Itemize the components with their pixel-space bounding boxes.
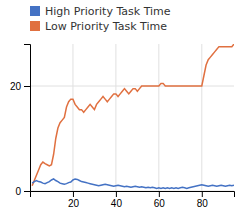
legend-label: High Priority Task Time	[45, 5, 171, 18]
y-axis-tick-label: 20	[10, 81, 22, 92]
x-axis: 20 40 60 80	[31, 191, 235, 209]
x-axis-tick-mark	[73, 191, 74, 197]
grid-line-x	[115, 44, 116, 191]
x-axis-tick-label: 60	[154, 198, 166, 209]
y-axis-tick: 0	[15, 186, 30, 197]
x-axis-tick: 40	[111, 191, 123, 209]
x-axis-tick-mark	[159, 191, 160, 197]
x-axis-tick-mark	[116, 191, 117, 197]
series-line	[32, 44, 234, 186]
x-axis-tick: 60	[154, 191, 166, 209]
grid-line-x	[201, 44, 202, 191]
x-axis-tick-label: 20	[68, 198, 80, 209]
x-axis-tick-label: 40	[111, 198, 123, 209]
x-axis-line	[31, 192, 235, 198]
y-axis: 0 20	[10, 45, 31, 197]
legend-item: Low Priority Task Time	[30, 20, 167, 33]
plot-area	[32, 44, 234, 188]
grid-line-x	[72, 44, 73, 191]
legend-swatch	[30, 21, 40, 31]
grid-line-y	[30, 86, 234, 87]
legend-item: High Priority Task Time	[30, 5, 171, 18]
y-axis-tick-label: 0	[15, 186, 21, 197]
grid	[30, 44, 234, 191]
legend: High Priority Task Time Low Priority Task…	[30, 5, 171, 33]
x-axis-tick: 80	[197, 191, 209, 209]
legend-swatch	[30, 6, 40, 16]
y-axis-tick-mark	[24, 86, 30, 87]
grid-line-x	[158, 44, 159, 191]
x-axis-tick: 20	[68, 191, 80, 209]
x-axis-tick-label: 80	[197, 198, 209, 209]
legend-label: Low Priority Task Time	[45, 20, 167, 33]
y-axis-line	[24, 45, 31, 192]
chart: 20 40 60 80 0 20 High Priority Task Time Low Pr…	[0, 0, 246, 215]
series-line	[32, 179, 234, 188]
x-axis-tick-mark	[202, 191, 203, 197]
y-axis-tick-mark	[24, 191, 30, 192]
y-axis-tick: 20	[10, 81, 30, 92]
